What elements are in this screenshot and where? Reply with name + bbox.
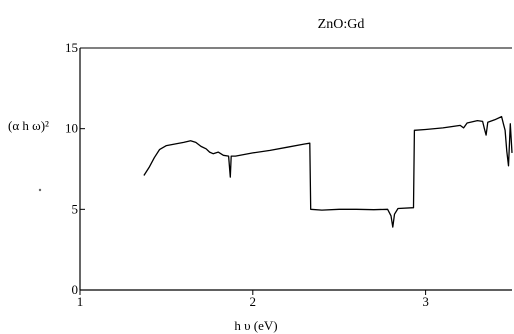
x-axis-label: h υ (eV)	[234, 318, 277, 333]
y-tick-label: 5	[72, 201, 79, 216]
series-line	[143, 115, 513, 228]
y-tick-label: 10	[65, 121, 78, 136]
y-axis-label: (α h ω)²	[8, 118, 49, 133]
x-tick-label: 2	[250, 294, 257, 309]
plot-frame	[79, 47, 512, 291]
y-tick-label: 15	[65, 40, 78, 55]
x-ticks: 1 2 3	[77, 290, 429, 309]
series-group	[143, 115, 513, 228]
x-tick-label: 3	[422, 294, 429, 309]
stray-mark	[38, 188, 42, 192]
x-tick-label: 1	[77, 294, 84, 309]
y-tick-label: 0	[72, 282, 79, 297]
y-ticks: 0 5 10 15	[65, 40, 85, 297]
chart-title: ZnO:Gd	[318, 17, 365, 32]
